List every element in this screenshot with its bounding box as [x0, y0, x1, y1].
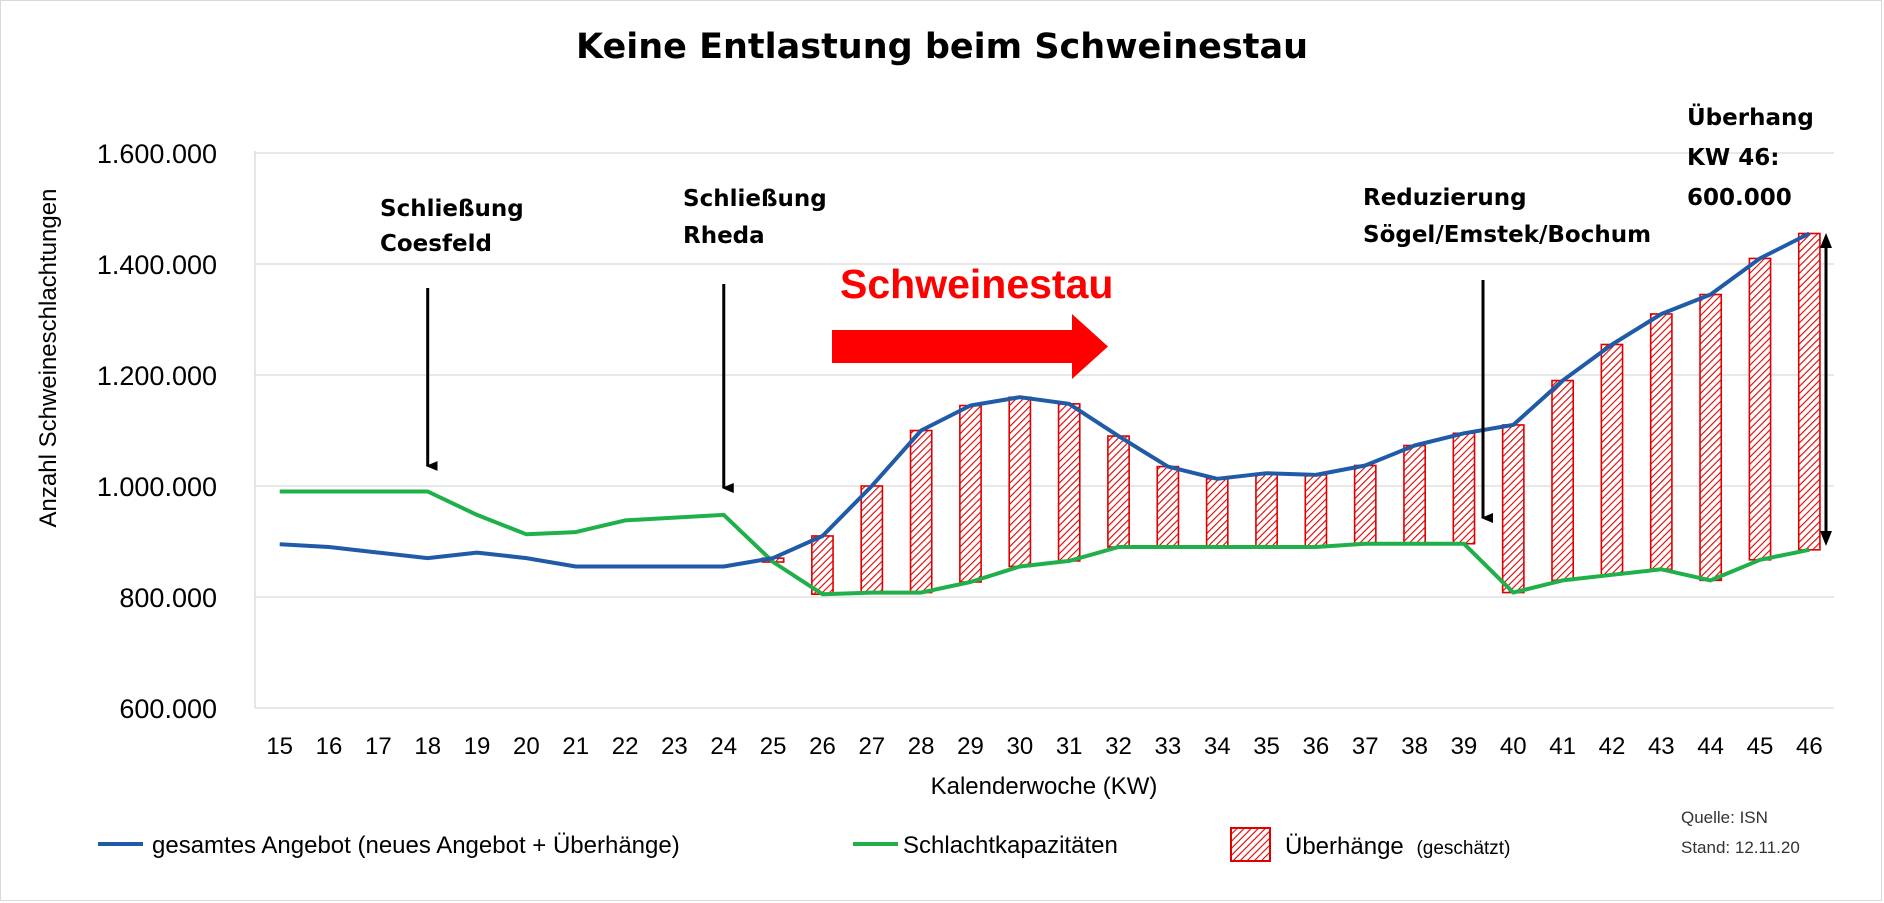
x-tick-label: 19	[464, 733, 491, 760]
overhang-bar	[1304, 474, 1328, 548]
x-tick-label: 15	[266, 733, 293, 760]
overhang-bar	[1008, 396, 1032, 568]
x-tick-label: 37	[1352, 733, 1379, 760]
y-axis-label: Anzahl Schweineschlachtungen	[35, 189, 62, 528]
legend-label-capacity: Schlachtkapazitäten	[903, 832, 1118, 859]
overhang-bar	[1057, 403, 1081, 562]
overhang-bar	[1353, 464, 1377, 545]
y-tick-label: 1.200.000	[97, 361, 217, 391]
overhang-bar	[1748, 257, 1772, 561]
x-tick-label: 35	[1253, 733, 1280, 760]
overhang-bar	[909, 429, 933, 594]
x-tick-label: 45	[1747, 733, 1774, 760]
overhang-bar	[811, 535, 834, 596]
overhang-bar	[1403, 444, 1426, 545]
x-tick-label: 16	[316, 733, 343, 760]
annotations: Schließung Coesfeld Schließung Rheda Reduzie…	[380, 103, 1832, 546]
overhang-bar	[1649, 313, 1673, 571]
x-axis-label: Kalenderwoche (KW)	[931, 773, 1158, 800]
overhang-bar	[1255, 472, 1278, 548]
series-line-offer	[279, 231, 1811, 569]
x-tick-label: 32	[1105, 733, 1132, 760]
x-tick-label: 30	[1006, 733, 1033, 760]
overhang-bar	[860, 485, 884, 594]
overhang-bar	[1699, 293, 1723, 582]
date-label: Stand: 12.11.20	[1681, 838, 1800, 857]
overhang-bar	[1205, 477, 1229, 548]
overhang-bar	[1501, 424, 1525, 594]
x-tick-label: 29	[957, 733, 984, 760]
annotation-text-ueberhang: 600.000	[1687, 185, 1792, 211]
annotation-text-rheda: Rheda	[683, 223, 765, 249]
x-tick-label: 41	[1549, 733, 1576, 760]
x-axis: 15 16 17 18 19 20 21 22 23 24 25 26 27 28 29 30 31 32 33 34…	[266, 733, 1822, 760]
y-tick-label: 600.000	[119, 694, 217, 724]
y-tick-label: 1.600.000	[97, 139, 217, 169]
overhang-bar	[1452, 432, 1476, 545]
overhang-bar	[959, 404, 982, 583]
annotation-arrow-stau-body	[832, 330, 1074, 363]
annotation-arrow-stau-head	[1072, 314, 1108, 379]
x-tick-label: 42	[1599, 733, 1626, 760]
overhang-bar	[1107, 435, 1130, 548]
source-label: Quelle: ISN	[1681, 808, 1768, 827]
annotation-arrowhead-up	[1820, 233, 1832, 248]
annotation-text-rheda: Schließung	[683, 186, 827, 212]
x-tick-label: 43	[1648, 733, 1675, 760]
x-tick-label: 44	[1697, 733, 1724, 760]
x-tick-label: 39	[1451, 733, 1478, 760]
x-tick-label: 34	[1204, 733, 1231, 760]
annotation-text-ueberhang: KW 46:	[1687, 145, 1779, 171]
x-tick-label: 33	[1155, 733, 1182, 760]
annotation-text-coesfeld: Coesfeld	[380, 231, 492, 257]
svg-text:Überhänge (geschätzt): Überhänge (geschätzt)	[1285, 833, 1510, 860]
annotation-text-ueberhang: Überhang	[1687, 103, 1814, 131]
x-tick-label: 31	[1056, 733, 1083, 760]
overhang-bar	[1600, 343, 1624, 576]
y-axis: 600.000 800.000 1.000.000 1.200.000 1.400.00…	[97, 139, 217, 724]
x-tick-label: 21	[562, 733, 589, 760]
x-tick-label: 17	[365, 733, 392, 760]
x-tick-label: 36	[1303, 733, 1330, 760]
overhang-bar	[1551, 379, 1575, 582]
y-tick-label: 1.400.000	[97, 250, 217, 280]
overhang-bars	[761, 232, 1821, 596]
legend-label-offer: gesamtes Angebot (neues Angebot + Überhä…	[152, 832, 680, 859]
x-tick-label: 20	[513, 733, 540, 760]
series-lines	[279, 231, 1811, 597]
overhang-bar	[1797, 232, 1821, 551]
x-tick-label: 27	[858, 733, 885, 760]
annotation-text-stau: Schweinestau	[840, 261, 1113, 307]
annotation-arrowhead-down	[1820, 531, 1832, 546]
x-tick-label: 23	[661, 733, 688, 760]
x-tick-label: 22	[612, 733, 639, 760]
legend-label-overhang: Überhänge	[1285, 833, 1404, 860]
legend-swatch-overhang	[1230, 827, 1271, 862]
x-tick-label: 40	[1500, 733, 1527, 760]
y-tick-label: 1.000.000	[97, 472, 217, 502]
overhang-bar	[1156, 465, 1180, 548]
x-tick-label: 38	[1401, 733, 1428, 760]
chart-title: Keine Entlastung beim Schweinestau	[576, 27, 1308, 67]
annotation-text-coesfeld: Schließung	[380, 196, 524, 222]
x-tick-label: 26	[809, 733, 836, 760]
annotation-text-reduz: Sögel/Emstek/Bochum	[1363, 222, 1651, 248]
y-tick-label: 800.000	[119, 583, 217, 613]
legend: gesamtes Angebot (neues Angebot + Überhä…	[98, 827, 1510, 862]
x-tick-label: 28	[908, 733, 935, 760]
series-line-capacity	[279, 489, 1810, 597]
x-tick-label: 24	[710, 733, 737, 760]
legend-label-overhang-note: (geschätzt)	[1416, 838, 1510, 859]
x-tick-label: 25	[760, 733, 787, 760]
x-tick-label: 18	[414, 733, 441, 760]
x-tick-label: 46	[1796, 733, 1823, 760]
annotation-text-reduz: Reduzierung	[1363, 185, 1527, 211]
